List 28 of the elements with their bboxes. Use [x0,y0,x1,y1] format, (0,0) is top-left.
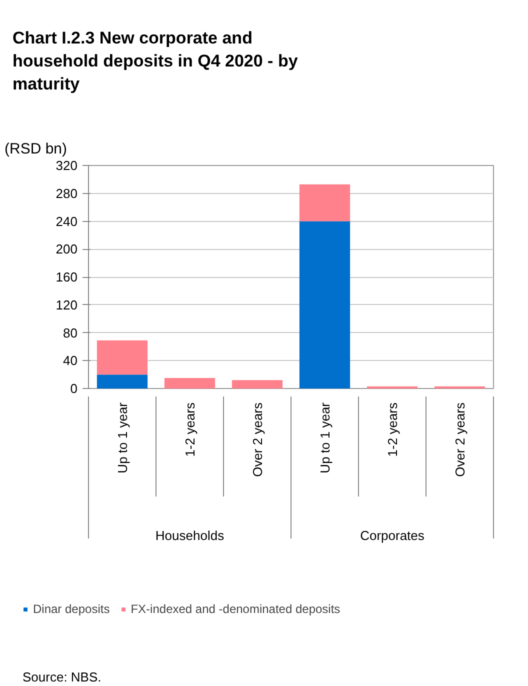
y-tick-label: 80 [63,325,78,340]
x-tick-label: Up to 1 year [317,402,332,474]
x-tick-label: 1-2 years [182,402,198,457]
legend-label: Dinar deposits [33,602,110,616]
y-tick-label: 200 [56,242,78,257]
legend-label: FX-indexed and -denominated deposits [130,602,340,616]
y-tick-label: 320 [56,158,78,173]
y-tick-label: 280 [56,186,78,201]
source-note: Source: NBS. [22,670,102,684]
y-tick-label: 40 [63,353,78,368]
bar [299,221,350,388]
x-tick-label: 1-2 years [384,402,400,457]
bar [164,378,216,388]
chart-title: Chart I.2.3 New corporate and household deposits in Q4 2020 - by maturity [12,28,298,94]
x-tick-label: Over 2 years [452,402,468,477]
y-tick-label: 240 [56,214,78,229]
y-tick-label: 160 [56,270,78,284]
y-tick-label: 0 [70,381,78,396]
text: Corporates [360,528,425,543]
bar [96,340,148,375]
bar [232,380,283,388]
bar [299,184,350,222]
y-tick-label: 120 [56,297,78,312]
text: Households [155,528,225,543]
x-tick-label: Over 2 years [250,402,265,477]
x-tick-label: Up to 1 year [114,402,130,474]
bar [96,374,148,388]
y-axis-title: (RSD bn) [4,140,68,158]
